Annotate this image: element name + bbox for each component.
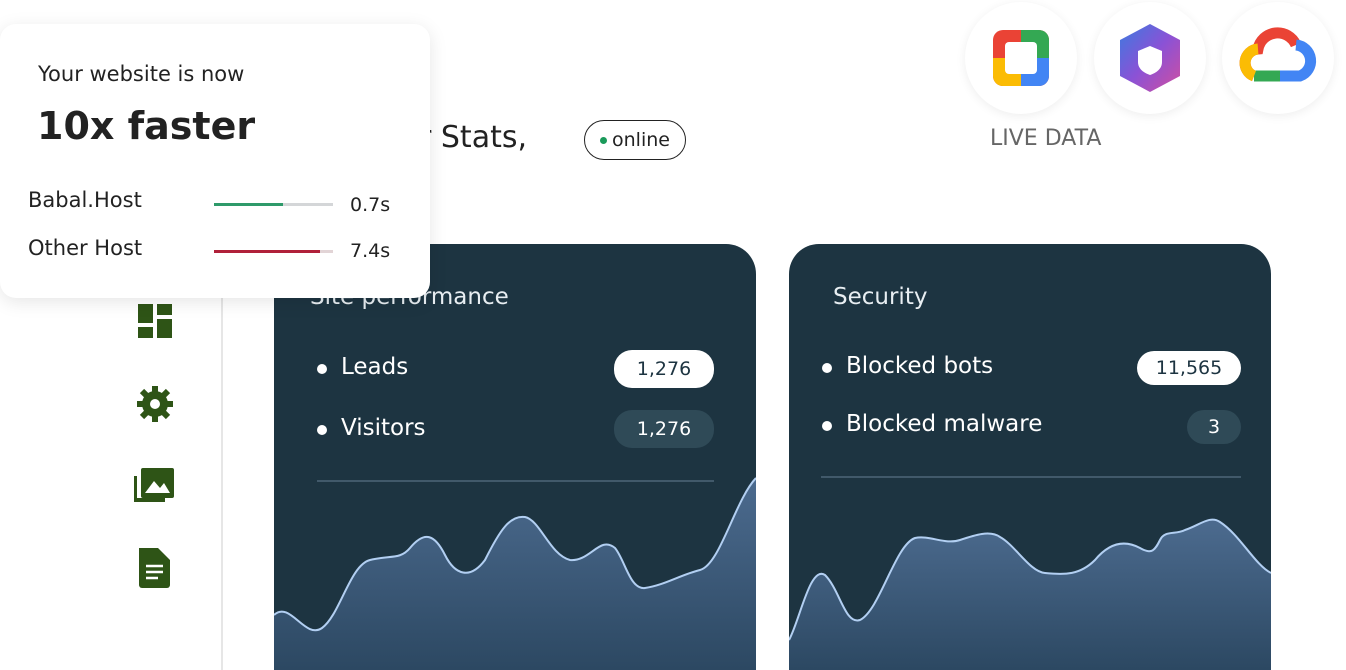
host-time: 0.7s: [350, 194, 391, 216]
promo-headline: 10x faster: [37, 104, 256, 148]
row-label: Leads: [341, 354, 409, 380]
divider: [317, 480, 714, 482]
host-track: [214, 203, 333, 206]
row-label: Visitors: [341, 415, 426, 441]
row-value: 1,276: [614, 410, 714, 448]
bullet: [317, 425, 327, 435]
status-dot: [600, 136, 608, 144]
performance-card: Site performance Leads 1,276 Visitors 1,…: [274, 244, 756, 670]
host-name: Other Host: [28, 236, 143, 260]
status-badge: online: [584, 120, 686, 160]
meet-icon: [965, 2, 1077, 114]
bullet: [317, 364, 327, 374]
host-track: [214, 250, 333, 253]
card-title: Security: [833, 284, 928, 310]
status-text: online: [612, 129, 670, 151]
divider: [821, 476, 1241, 478]
sidebar-rule: [221, 230, 223, 670]
bullet: [822, 363, 832, 373]
row-label: Blocked malware: [846, 411, 1043, 437]
row-value: 3: [1187, 410, 1241, 444]
promo-card: Your website is now 10x faster Babal.Hos…: [0, 24, 430, 298]
bullet: [822, 421, 832, 431]
meet-logo: [993, 30, 1049, 86]
row-label: Blocked bots: [846, 353, 994, 379]
host-fill: [214, 250, 320, 253]
cloud-logo: [1239, 27, 1317, 82]
live-label: LIVE DATA: [990, 126, 1102, 151]
security-card: Security Blocked bots 11,565 Blocked mal…: [789, 244, 1271, 670]
row-value: 1,276: [614, 350, 714, 388]
host-name: Babal.Host: [28, 188, 142, 212]
host-fill: [214, 203, 283, 206]
security-wave: [789, 518, 1271, 670]
promo-subtitle: Your website is now: [38, 62, 245, 86]
row-value: 11,565: [1137, 351, 1241, 385]
copilot-logo: [1120, 24, 1180, 92]
sidebar-icons: [134, 304, 174, 588]
cloud-icon: [1222, 2, 1334, 114]
performance-wave: [274, 477, 756, 670]
copilot-icon: [1094, 2, 1206, 114]
host-time: 7.4s: [350, 240, 391, 262]
